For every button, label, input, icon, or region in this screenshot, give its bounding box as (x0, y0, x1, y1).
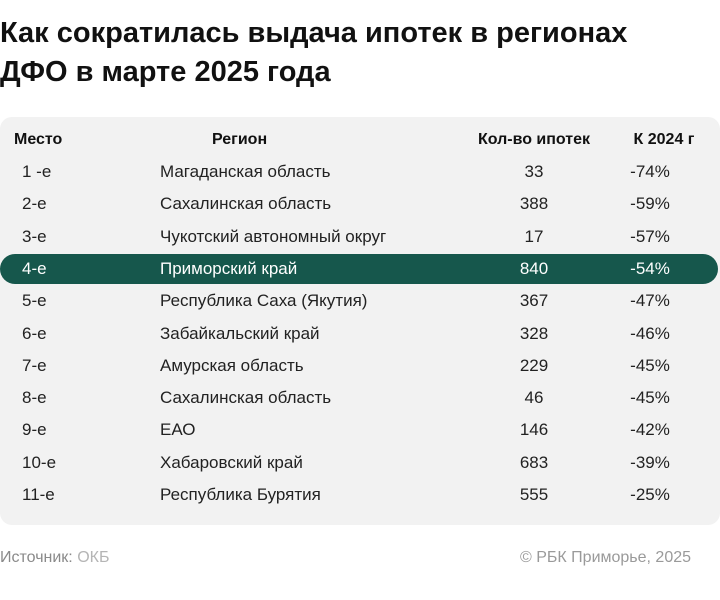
cell-place: 4-е (22, 258, 47, 278)
cell-region: ЕАО (160, 420, 196, 440)
table-row-highlighted: 4-е Приморский край 840 -54% (0, 253, 718, 284)
table-row: 6-е Забайкальский край 328 -46% (0, 319, 720, 349)
ranking-table: Место Регион Кол-во ипотек К 2024 г 1 -е… (0, 117, 720, 525)
table-header: Место Регион Кол-во ипотек К 2024 г (0, 125, 720, 155)
cell-count: 146 (519, 420, 549, 440)
chart-title-line-2: ДФО в марте 2025 года (0, 56, 331, 88)
cell-region: Амурская область (160, 355, 304, 375)
cell-change: -45% (630, 355, 670, 375)
cell-count: 388 (519, 194, 549, 214)
cell-change: -42% (630, 420, 670, 440)
cell-count: 328 (519, 323, 549, 343)
cell-region: Приморский край (160, 258, 298, 278)
cell-change: -54% (630, 258, 670, 278)
column-header-change: К 2024 г (633, 131, 695, 148)
column-header-count: Кол-во ипотек (477, 131, 591, 148)
cell-count: 17 (524, 226, 544, 246)
cell-change: -39% (630, 452, 670, 472)
table-row: 1 -е Магаданская область 33 -74% (0, 157, 720, 187)
cell-region: Хабаровский край (160, 452, 303, 472)
table-row: 8-е Сахалинская область 46 -45% (0, 383, 720, 413)
cell-change: -59% (630, 194, 670, 214)
source-value: ОКБ (77, 549, 110, 566)
cell-change: -45% (630, 388, 670, 408)
cell-region: Сахалинская область (160, 388, 332, 408)
source-label: Источник: (0, 549, 73, 566)
copyright: © РБК Приморье, 2025 (520, 549, 692, 566)
cell-count: 229 (519, 355, 549, 375)
table-row: 11-е Республика Бурятия 555 -25% (0, 480, 720, 510)
cell-place: 11-е (22, 485, 55, 504)
table-row: 3-е Чукотский автономный округ 17 -57% (0, 222, 720, 252)
table-row: 10-е Хабаровский край 683 -39% (0, 448, 720, 478)
cell-region: Магаданская область (160, 162, 331, 181)
table-row: 7-е Амурская область 229 -45% (0, 351, 720, 381)
cell-count: 683 (519, 452, 549, 472)
chart-title-line-1: Как сократилась выдача ипотек в регионах (0, 17, 628, 49)
cell-change: -46% (630, 323, 670, 343)
table-row: 2-е Сахалинская область 388 -59% (0, 189, 720, 219)
cell-count: 33 (524, 162, 544, 181)
cell-change: -57% (630, 226, 670, 246)
cell-place: 3-е (22, 226, 47, 246)
cell-region: Республика Бурятия (160, 485, 321, 504)
cell-place: 10-е (22, 452, 57, 472)
table-row: 9-е ЕАО 146 -42% (0, 415, 720, 445)
table-row: 5-е Республика Саха (Якутия) 367 -47% (0, 286, 720, 316)
cell-region: Чукотский автономный округ (160, 226, 387, 246)
cell-place: 9-е (22, 420, 47, 440)
column-header-place: Место (14, 131, 63, 148)
column-header-region: Регион (212, 131, 268, 148)
cell-place: 6-е (22, 323, 47, 343)
cell-change: -47% (630, 291, 670, 311)
cell-count: 367 (519, 291, 549, 311)
chart-title: Как сократилась выдача ипотек в регионах… (0, 14, 720, 92)
cell-region: Республика Саха (Якутия) (160, 291, 368, 311)
cell-change: -25% (630, 485, 670, 504)
cell-place: 7-е (22, 355, 47, 375)
cell-place: 2-е (22, 194, 47, 214)
cell-region: Сахалинская область (160, 194, 332, 214)
source-note: Источник: ОКБ (0, 548, 109, 568)
cell-place: 8-е (22, 388, 47, 408)
cell-count: 46 (524, 388, 544, 408)
cell-change: -74% (630, 162, 670, 181)
cell-count: 555 (519, 485, 549, 504)
cell-count: 840 (519, 258, 549, 278)
cell-region: Забайкальский край (160, 323, 320, 343)
cell-place: 1 -е (22, 162, 52, 181)
cell-place: 5-е (22, 291, 47, 311)
